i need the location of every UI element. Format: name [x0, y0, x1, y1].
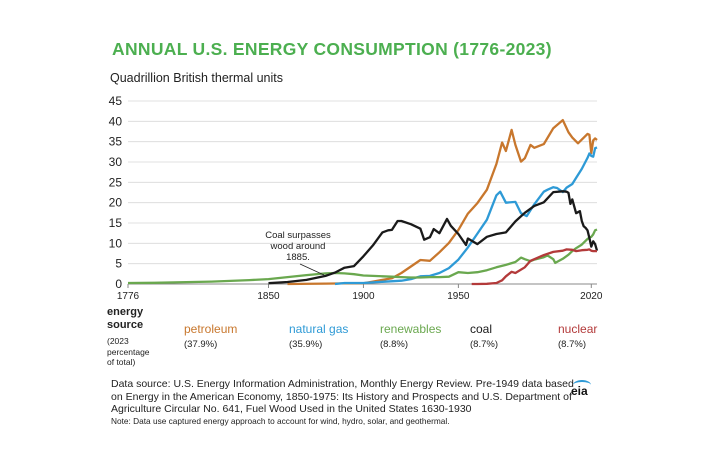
annotation-line-1: Coal surpasses: [265, 230, 331, 241]
y-tick-label: 10: [109, 236, 123, 250]
legend-header: energy source: [107, 306, 144, 331]
legend-label-natural-gas: natural gas: [289, 322, 349, 336]
data-source-text: Data source: U.S. Energy Information Adm…: [111, 378, 574, 415]
y-tick-label: 35: [109, 135, 123, 149]
y-axis-units-label: Quadrillion British thermal units: [110, 71, 283, 85]
legend-item-renewables: renewables (8.8%): [380, 322, 441, 350]
series-line-coal: [268, 190, 599, 285]
legend-item-natural-gas: natural gas (35.9%): [289, 322, 348, 350]
series-line-petroleum: [287, 118, 598, 286]
legend-share-nuclear: (8.7%): [558, 339, 586, 350]
legend-label-renewables: renewables: [380, 322, 442, 336]
legend-share-renewables: (8.8%): [380, 339, 408, 350]
x-tick-label: 1900: [352, 291, 375, 302]
y-tick-label: 40: [109, 114, 123, 128]
data-note-text: Note: Data use captured energy approach …: [111, 416, 450, 426]
eia-logo: eia: [571, 384, 588, 398]
legend-item-coal: coal (8.7%): [470, 322, 498, 350]
x-tick-label: 1950: [447, 291, 470, 302]
legend-label-coal: coal: [470, 322, 493, 336]
y-tick-label: 0: [115, 277, 122, 291]
annotation-layer: Coal surpasses wood around 1885.: [265, 230, 331, 276]
legend-note: (2023 percentage of total): [107, 336, 150, 367]
annotation-line-3: 1885.: [286, 252, 310, 263]
x-tick-label: 1776: [117, 291, 140, 302]
series-line-natural-gas: [334, 146, 598, 286]
legend-label-nuclear: nuclear: [558, 322, 598, 336]
legend-label-petroleum: petroleum: [184, 322, 238, 336]
legend-share-petroleum: (37.9%): [184, 339, 218, 350]
series-line-nuclear: [471, 248, 597, 286]
y-tick-label: 45: [109, 94, 123, 108]
legend-share-natural-gas: (35.9%): [289, 339, 323, 350]
y-tick-label: 15: [109, 216, 123, 230]
annotation-line-2: wood around: [270, 241, 326, 252]
eia-logo-arc: [573, 380, 591, 390]
y-tick-label: 20: [109, 196, 123, 210]
series-line-renewables: [127, 228, 598, 285]
x-tick-label: 2020: [580, 291, 603, 302]
grid-layer: 0 5 10 15 20 25 30 35 40 45 1776 1850 1900 1950 2020: [109, 94, 603, 302]
series-layer: [127, 118, 599, 286]
legend-share-coal: (8.7%): [470, 339, 498, 350]
legend-item-petroleum: petroleum (37.9%): [184, 322, 237, 350]
legend-item-nuclear: nuclear (8.7%): [558, 322, 597, 350]
y-tick-label: 5: [115, 257, 122, 271]
y-tick-label: 30: [109, 155, 123, 169]
y-tick-label: 25: [109, 175, 123, 189]
annotation-pointer: [299, 263, 325, 276]
x-tick-label: 1850: [257, 291, 280, 302]
chart-title: ANNUAL U.S. ENERGY CONSUMPTION (1776-202…: [112, 39, 552, 59]
